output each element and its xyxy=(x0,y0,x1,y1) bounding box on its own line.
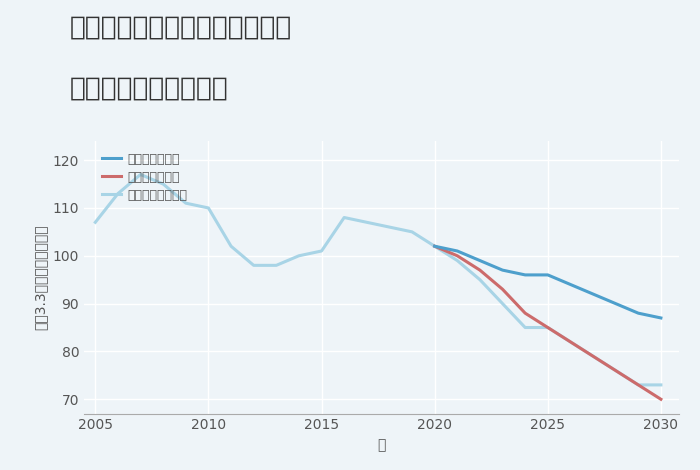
グッドシナリオ xyxy=(453,248,461,254)
バッドシナリオ xyxy=(589,353,597,359)
グッドシナリオ xyxy=(657,315,665,321)
ノーマルシナリオ xyxy=(634,382,643,388)
ノーマルシナリオ xyxy=(340,215,349,220)
グッドシナリオ xyxy=(566,282,575,287)
ノーマルシナリオ xyxy=(363,219,371,225)
グッドシナリオ xyxy=(521,272,529,278)
ノーマルシナリオ xyxy=(249,263,258,268)
ノーマルシナリオ xyxy=(544,325,552,330)
グッドシナリオ xyxy=(430,243,439,249)
バッドシナリオ xyxy=(521,310,529,316)
ノーマルシナリオ xyxy=(159,181,167,187)
Legend: グッドシナリオ, バッドシナリオ, ノーマルシナリオ: グッドシナリオ, バッドシナリオ, ノーマルシナリオ xyxy=(102,153,187,202)
ノーマルシナリオ xyxy=(612,368,620,373)
グッドシナリオ xyxy=(589,291,597,297)
ノーマルシナリオ xyxy=(136,172,145,177)
グッドシナリオ xyxy=(544,272,552,278)
ノーマルシナリオ xyxy=(204,205,213,211)
Line: バッドシナリオ: バッドシナリオ xyxy=(435,246,661,399)
ノーマルシナリオ xyxy=(566,339,575,345)
グッドシナリオ xyxy=(476,258,484,263)
Text: 中古戸建ての価格推移: 中古戸建ての価格推移 xyxy=(70,75,229,101)
ノーマルシナリオ xyxy=(317,248,326,254)
ノーマルシナリオ xyxy=(408,229,416,235)
バッドシナリオ xyxy=(612,368,620,373)
ノーマルシナリオ xyxy=(385,224,393,230)
バッドシナリオ xyxy=(430,243,439,249)
ノーマルシナリオ xyxy=(295,253,303,258)
グッドシナリオ xyxy=(498,267,507,273)
ノーマルシナリオ xyxy=(521,325,529,330)
ノーマルシナリオ xyxy=(589,353,597,359)
ノーマルシナリオ xyxy=(227,243,235,249)
バッドシナリオ xyxy=(544,325,552,330)
バッドシナリオ xyxy=(657,396,665,402)
X-axis label: 年: 年 xyxy=(377,438,386,452)
バッドシナリオ xyxy=(634,382,643,388)
Y-axis label: 坪（3.3㎡）単価（万円）: 坪（3.3㎡）単価（万円） xyxy=(33,225,47,330)
バッドシナリオ xyxy=(453,253,461,258)
ノーマルシナリオ xyxy=(113,191,122,196)
ノーマルシナリオ xyxy=(181,200,190,206)
Line: グッドシナリオ: グッドシナリオ xyxy=(435,246,661,318)
Line: ノーマルシナリオ: ノーマルシナリオ xyxy=(95,174,661,385)
バッドシナリオ xyxy=(566,339,575,345)
バッドシナリオ xyxy=(476,267,484,273)
Text: 愛知県名古屋市港区南十番町の: 愛知県名古屋市港区南十番町の xyxy=(70,14,293,40)
グッドシナリオ xyxy=(634,310,643,316)
バッドシナリオ xyxy=(498,286,507,292)
グッドシナリオ xyxy=(612,301,620,306)
ノーマルシナリオ xyxy=(272,263,281,268)
ノーマルシナリオ xyxy=(657,382,665,388)
ノーマルシナリオ xyxy=(453,258,461,263)
ノーマルシナリオ xyxy=(476,277,484,282)
ノーマルシナリオ xyxy=(498,301,507,306)
ノーマルシナリオ xyxy=(91,219,99,225)
ノーマルシナリオ xyxy=(430,243,439,249)
